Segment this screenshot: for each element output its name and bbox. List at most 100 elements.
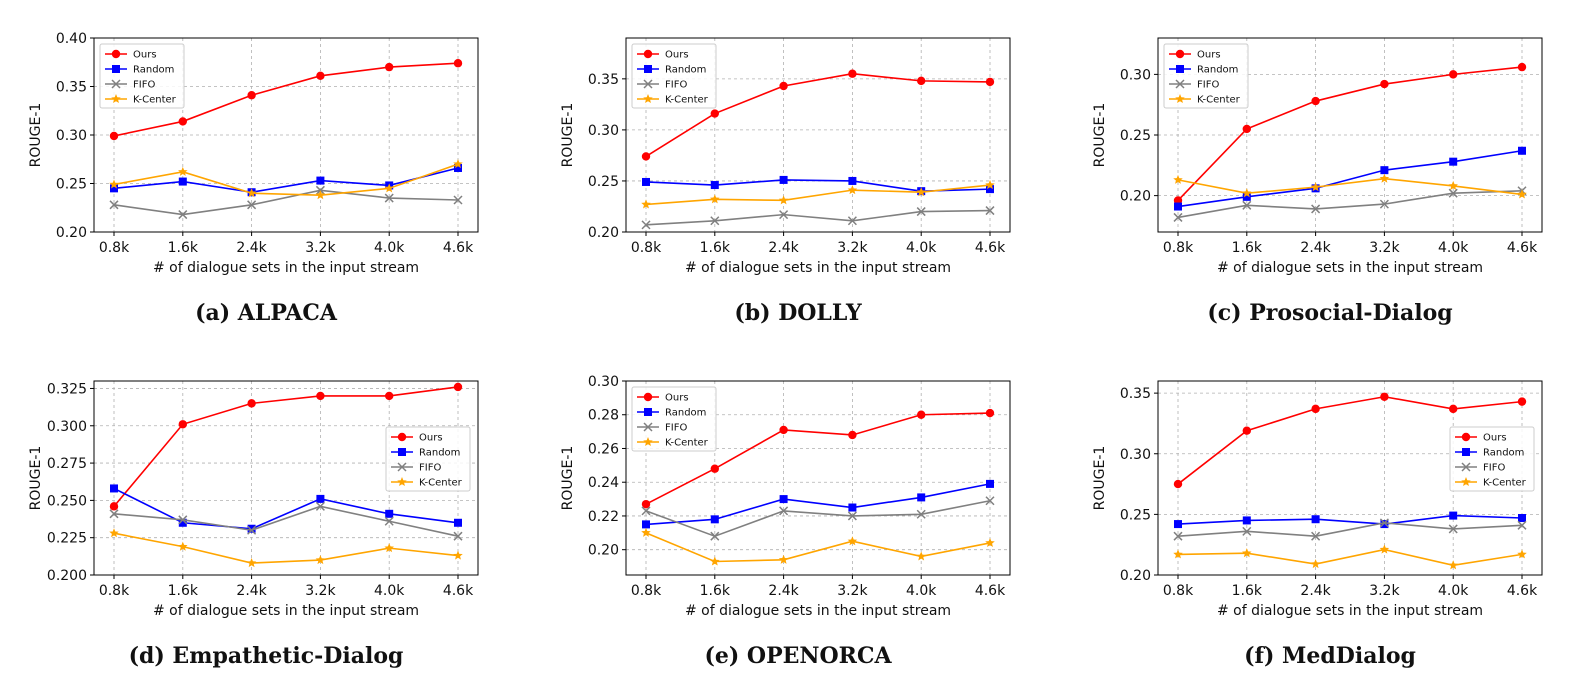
plot-frame xyxy=(1157,380,1543,576)
data-point-ours xyxy=(917,76,926,86)
data-point-fifo xyxy=(1311,204,1321,214)
y-tick-label: 0.200 xyxy=(47,568,87,584)
legend-box xyxy=(385,426,471,492)
series-fifo xyxy=(641,206,995,230)
data-point-k-center xyxy=(1310,182,1321,192)
legend-label-k-center: K-Center xyxy=(133,95,177,106)
legend-box xyxy=(1449,426,1535,492)
y-tick-label: 0.250 xyxy=(47,493,87,509)
data-point-ours xyxy=(917,410,926,419)
data-point-k-center xyxy=(1242,548,1252,558)
data-point-random xyxy=(986,185,994,194)
legend-label-ours: Ours xyxy=(1483,433,1507,444)
x-tick-label: 1.6k xyxy=(1232,240,1263,256)
chart-panel-e: 0.20 0.22 0.24 0.26 0.28 0.30 0.8k 1.6k 2.4k 3.2k… xyxy=(532,343,1064,686)
y-axis-label: ROUGE-1 xyxy=(28,446,44,511)
series-line-random xyxy=(113,167,459,194)
chart-panel-b: 0.20 0.25 0.30 0.35 0.8k 1.6k 2.4k 3.2k 4.0k 4.6k… xyxy=(532,0,1064,343)
x-tick-label: 1.6k xyxy=(168,583,199,599)
x-tick-label: 4.6k xyxy=(443,583,474,599)
data-point-random xyxy=(848,176,857,185)
data-point-random xyxy=(1311,515,1320,524)
series-line-k-center xyxy=(1177,177,1523,196)
series-line-ours xyxy=(113,386,459,507)
data-point-k-center xyxy=(710,194,720,204)
plot-frame xyxy=(1157,37,1543,233)
data-point-ours xyxy=(641,152,651,161)
data-point-random xyxy=(385,509,394,518)
data-point-ours xyxy=(109,131,119,141)
legend-marker-fifo xyxy=(397,462,407,472)
y-tick-label: 0.26 xyxy=(588,441,619,457)
x-tick-label: 3.2k xyxy=(837,240,868,256)
data-point-fifo xyxy=(384,516,394,526)
x-tick-label: 4.6k xyxy=(443,240,474,256)
y-tick-label: 0.28 xyxy=(588,408,619,424)
y-tick-label: 0.25 xyxy=(1120,507,1151,523)
series-k-center xyxy=(641,180,995,209)
series-k-center xyxy=(109,159,463,200)
chart-caption-e: (e) OPENORCA xyxy=(704,643,892,669)
legend: Ours Random FIFO K-Center xyxy=(385,426,471,492)
data-point-random xyxy=(1518,146,1526,155)
x-tick-label: 2.4k xyxy=(236,240,267,256)
chart-plot-e: 0.20 0.22 0.24 0.26 0.28 0.30 0.8k 1.6k 2.4k 3.2k… xyxy=(560,374,1011,619)
x-tick-label: 3.2k xyxy=(1369,240,1400,256)
series-random xyxy=(642,175,994,196)
series-line-random xyxy=(113,487,459,530)
legend-marker-ours xyxy=(111,49,121,59)
data-point-fifo xyxy=(1242,200,1252,210)
y-tick-label: 0.30 xyxy=(1120,67,1151,83)
legend-label-random: Random xyxy=(1483,448,1524,459)
data-point-fifo xyxy=(178,210,188,220)
data-point-fifo xyxy=(1448,524,1458,534)
data-point-random xyxy=(1380,520,1389,529)
series-random xyxy=(110,163,462,197)
x-tick-label: 0.8k xyxy=(1163,583,1194,599)
x-axis-label: # of dialogue sets in the input stream xyxy=(685,603,951,619)
legend-marker-ours xyxy=(643,49,653,59)
series-ours xyxy=(109,59,463,141)
legend-marker-random xyxy=(398,448,406,456)
data-point-random xyxy=(779,175,788,184)
chart-panel-a: 0.20 0.25 0.30 0.35 0.40 0.8k 1.6k 2.4k 3.2k 4.0k… xyxy=(0,0,532,343)
series-line-ours xyxy=(645,412,991,505)
data-point-fifo xyxy=(779,210,789,220)
legend-label-random: Random xyxy=(1197,65,1238,76)
data-point-fifo xyxy=(109,200,119,210)
data-point-k-center xyxy=(710,556,720,566)
data-point-ours xyxy=(710,464,719,473)
legend-marker-random xyxy=(644,65,652,73)
data-point-random xyxy=(454,518,462,527)
data-point-random xyxy=(848,503,857,512)
series-fifo xyxy=(1173,518,1527,541)
data-point-random xyxy=(1449,157,1458,166)
series-line-k-center xyxy=(645,184,991,206)
series-k-center xyxy=(1173,173,1527,199)
data-point-ours xyxy=(316,71,325,81)
y-tick-label: 0.30 xyxy=(56,128,87,144)
series-random xyxy=(1174,511,1526,529)
data-point-fifo xyxy=(1448,188,1458,198)
y-tick-label: 0.20 xyxy=(1120,568,1151,584)
data-point-k-center xyxy=(453,550,463,560)
x-tick-label: 2.4k xyxy=(1300,583,1331,599)
x-tick-label: 1.6k xyxy=(168,240,199,256)
x-tick-label: 4.0k xyxy=(374,583,405,599)
data-point-ours xyxy=(1173,479,1183,489)
data-point-ours xyxy=(247,399,256,408)
legend-marker-fifo xyxy=(1175,79,1185,89)
chart-plot-a: 0.20 0.25 0.30 0.35 0.40 0.8k 1.6k 2.4k 3.2k 4.0k… xyxy=(28,31,479,276)
series-line-ours xyxy=(1177,395,1523,485)
data-point-k-center xyxy=(1310,559,1321,569)
data-point-k-center xyxy=(847,185,858,195)
legend-label-fifo: FIFO xyxy=(419,463,441,474)
data-point-fifo xyxy=(1379,518,1389,528)
series-line-fifo xyxy=(645,209,991,226)
data-point-random xyxy=(247,524,256,533)
x-tick-label: 0.8k xyxy=(1163,240,1194,256)
legend-marker-k-center xyxy=(1461,477,1471,487)
data-point-ours xyxy=(1380,79,1389,89)
legend: Ours Random FIFO K-Center xyxy=(1163,43,1249,109)
